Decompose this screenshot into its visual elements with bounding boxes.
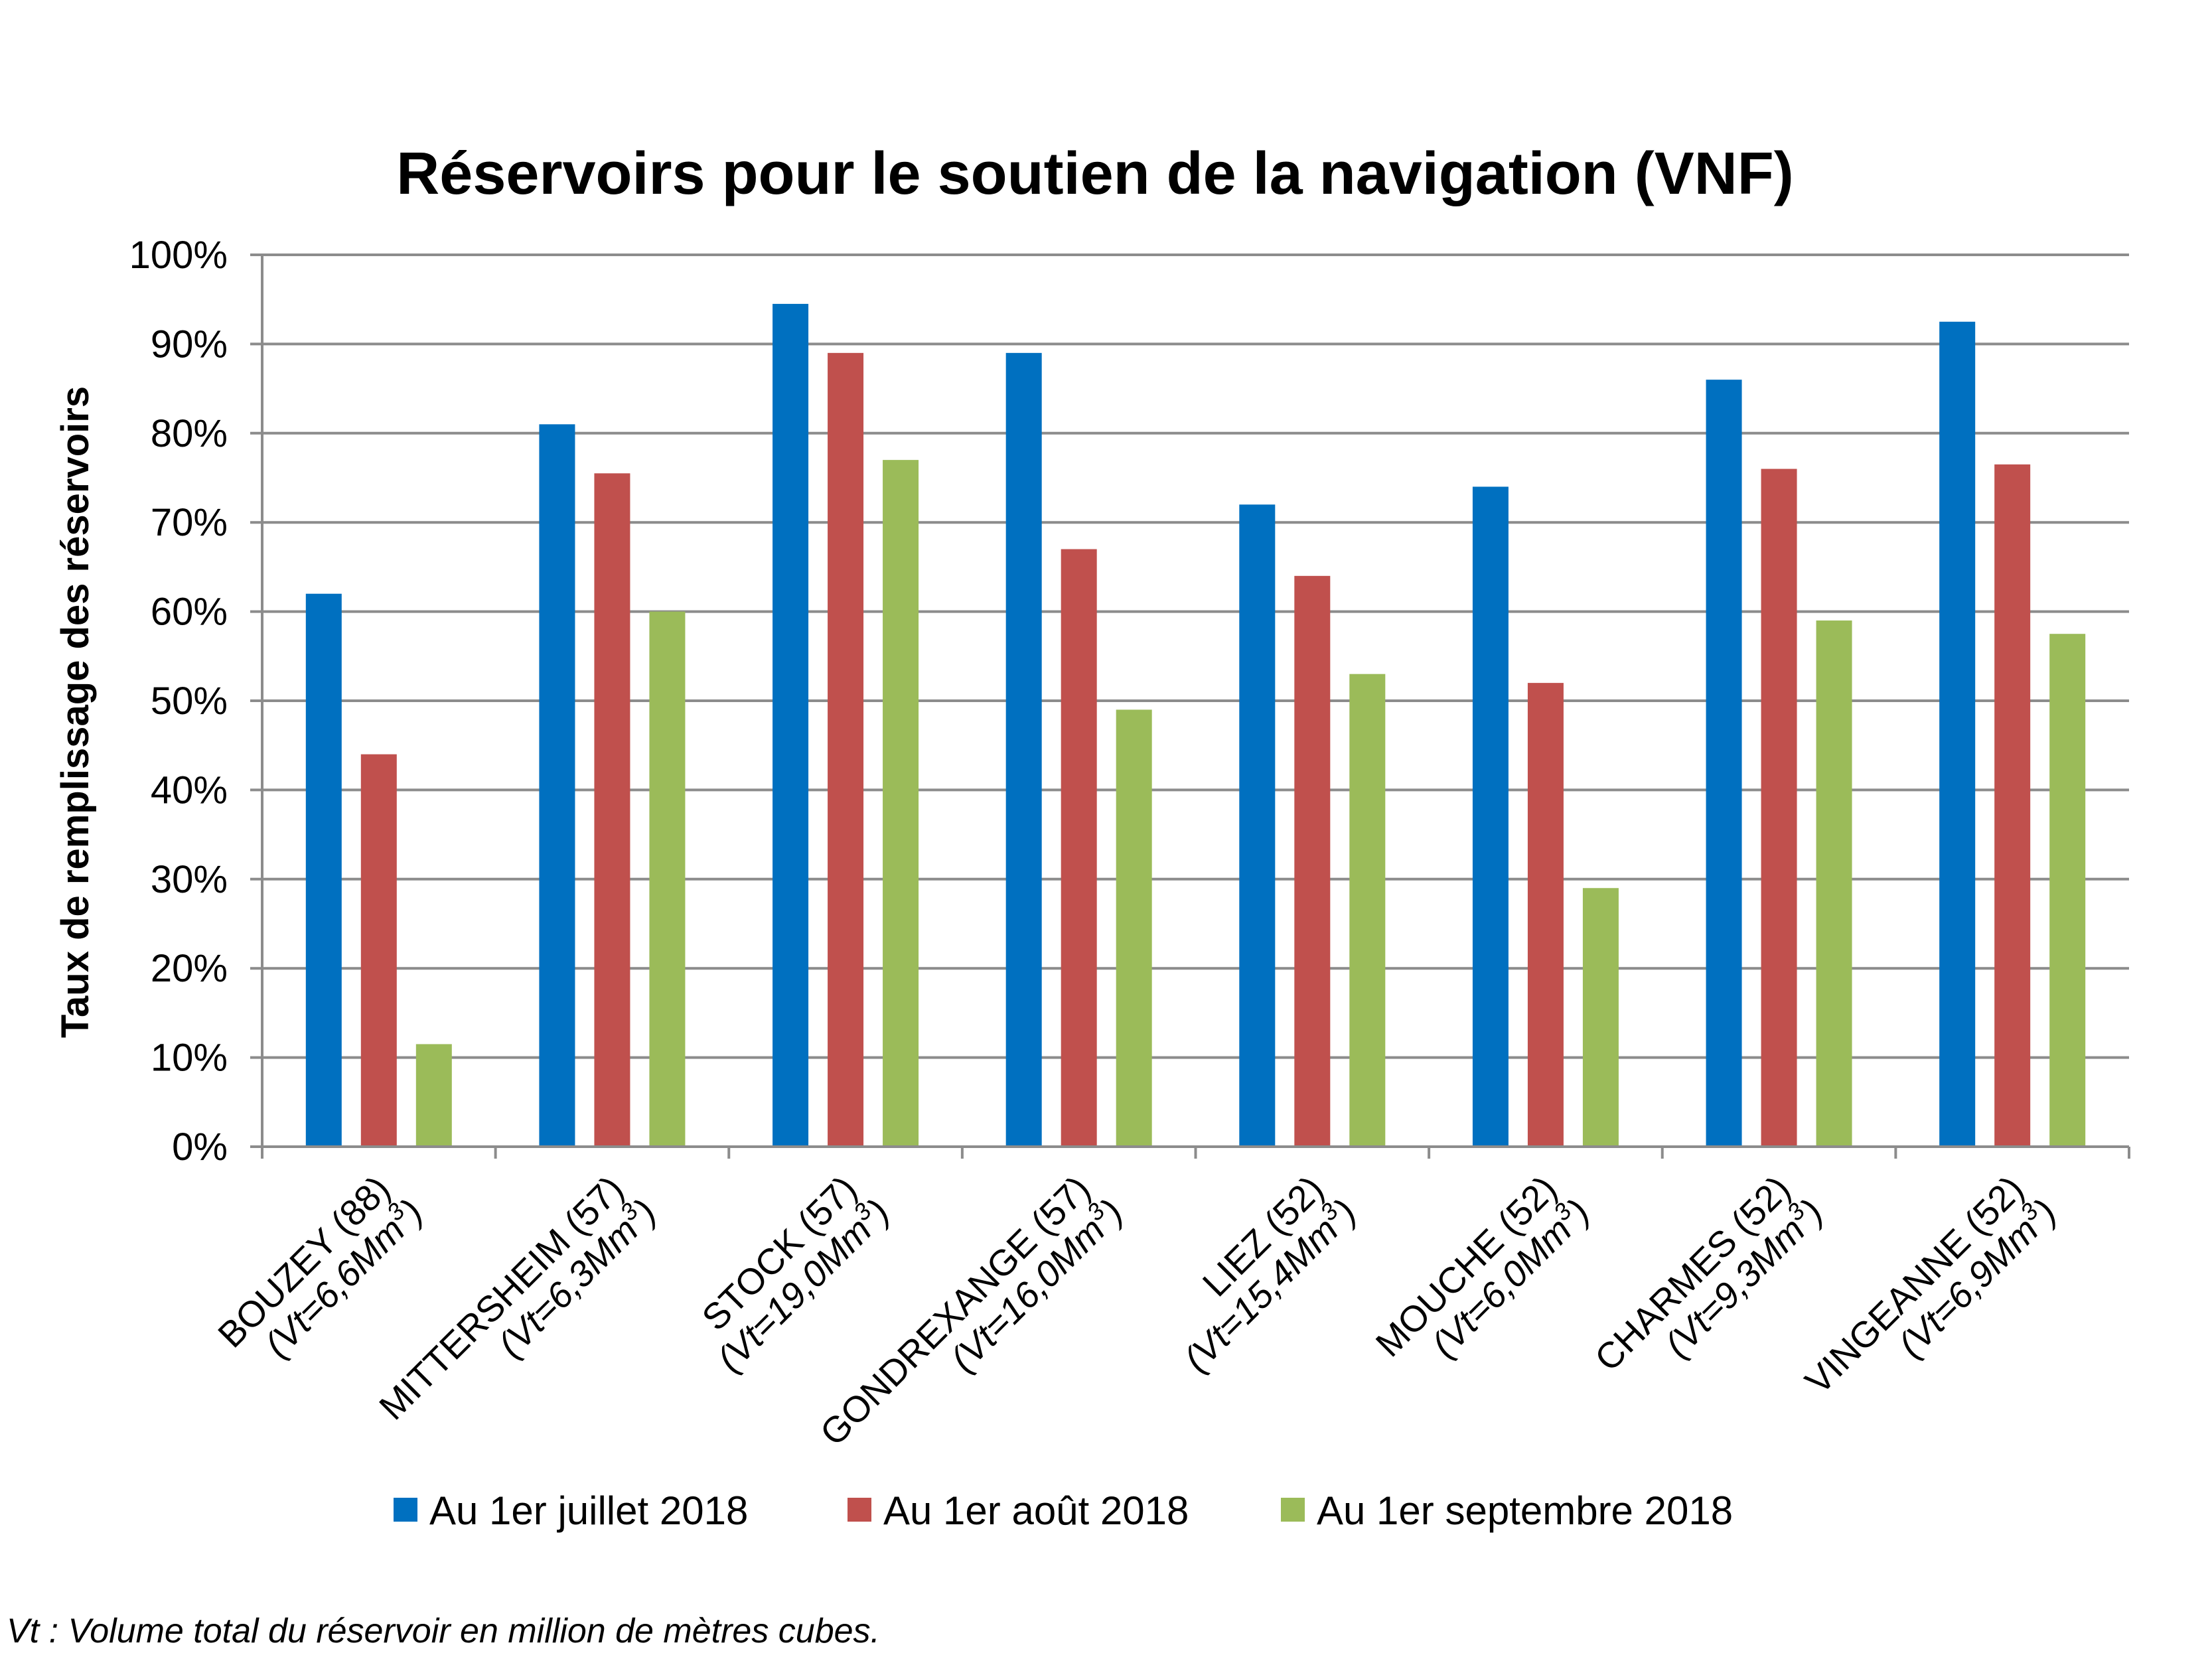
bar-1-7 (1706, 380, 1742, 1147)
bar-2-1 (360, 754, 397, 1147)
legend-label: Au 1er septembre 2018 (1317, 1488, 1733, 1533)
y-tick-label: 100% (129, 234, 228, 277)
y-tick-label: 70% (151, 501, 228, 544)
y-tick-label: 40% (151, 768, 228, 812)
bar-3-7 (1816, 620, 1852, 1147)
footnote: Vt : Volume total du réservoir en millio… (7, 1612, 880, 1650)
bars (305, 303, 2086, 1147)
bar-1-5 (1239, 504, 1276, 1147)
y-tick-label: 10% (151, 1037, 228, 1080)
legend-label: Au 1er juillet 2018 (429, 1488, 748, 1533)
legend-label: Au 1er août 2018 (883, 1488, 1189, 1533)
bar-1-3 (773, 303, 809, 1147)
axes (250, 253, 2130, 1159)
category-label: BOUZEY (88)(Vt=6,6Mm3) (210, 1168, 431, 1366)
category-label: MOUCHE (52)(Vt=6,0Mm3) (1368, 1168, 1597, 1366)
bar-3-8 (2049, 634, 2086, 1147)
bar-3-4 (1116, 709, 1152, 1147)
y-tick-labels: 0% 10% 20% 30% 40% 50% 60% 70% 80% 90% 100% (129, 234, 228, 1169)
bar-2-2 (594, 473, 630, 1147)
bar-1-8 (1939, 321, 1976, 1147)
y-tick-label: 90% (151, 323, 228, 366)
bar-3-2 (649, 611, 686, 1147)
legend-swatch (394, 1498, 417, 1522)
y-tick-label: 50% (151, 680, 228, 723)
bar-1-6 (1472, 486, 1509, 1147)
bar-2-6 (1527, 683, 1564, 1147)
chart-title: Réservoirs pour le soutien de la navigat… (396, 141, 1793, 207)
y-tick-label: 60% (151, 591, 228, 634)
bar-3-1 (415, 1044, 452, 1147)
y-axis-label: Taux de remplissage des réservoirs (54, 386, 97, 1038)
bar-2-5 (1294, 575, 1331, 1147)
bar-2-7 (1761, 469, 1797, 1147)
y-tick-label: 80% (151, 412, 228, 455)
category-label: CHARMES (52)(Vt=9,3Mm3) (1587, 1168, 1831, 1379)
bar-2-3 (828, 352, 864, 1147)
legend-swatch (1281, 1498, 1305, 1522)
category-label: LIEZ (52)(Vt=15,4Mm3) (1175, 1168, 1364, 1380)
bar-2-4 (1061, 549, 1097, 1147)
bar-1-4 (1005, 352, 1042, 1147)
bar-3-5 (1349, 674, 1386, 1147)
y-tick-label: 20% (151, 947, 228, 990)
legend: Au 1er juillet 2018 Au 1er août 2018 Au 1e… (394, 1488, 1733, 1533)
x-tick-labels: BOUZEY (88)(Vt=6,6Mm3)MITTERSHEIM (57)(V… (210, 1168, 2064, 1454)
bar-1-2 (539, 424, 575, 1147)
bar-2-8 (1994, 464, 2031, 1147)
category-label: VINGEANNE (52)(Vt=6,9Mm3) (1797, 1168, 2064, 1402)
bar-3-6 (1582, 888, 1619, 1147)
bar-1-1 (305, 593, 342, 1147)
y-tick-label: 30% (151, 858, 228, 901)
category-label: STOCK (57)(Vt=19,0Mm3) (694, 1168, 897, 1380)
bar-3-3 (883, 460, 919, 1147)
y-tick-label: 0% (172, 1125, 228, 1169)
legend-swatch (848, 1498, 871, 1522)
